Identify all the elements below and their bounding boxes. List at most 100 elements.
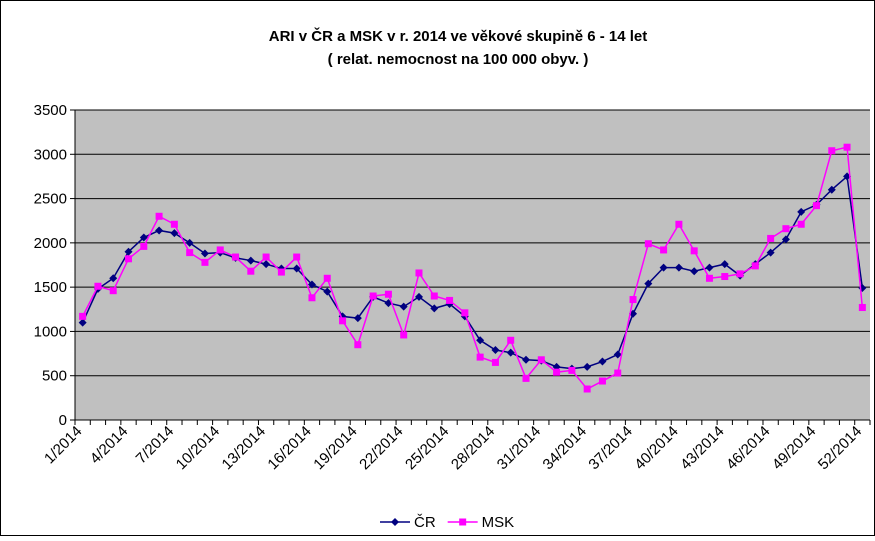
point (583, 385, 591, 393)
point (782, 225, 790, 233)
y-tick-label: 3500 (34, 102, 67, 119)
point (583, 362, 592, 371)
point (78, 318, 87, 327)
point (262, 253, 270, 261)
point (232, 253, 240, 261)
point (461, 309, 469, 317)
point (430, 304, 439, 313)
point (430, 292, 438, 300)
legend-marker (459, 518, 467, 526)
point (506, 348, 515, 357)
series-line (81, 174, 864, 370)
point (170, 220, 178, 228)
y-tick-label: 500 (42, 368, 67, 385)
point (476, 353, 484, 361)
series-line (81, 146, 864, 390)
point (293, 253, 301, 261)
chart-subtitle: ( relat. nemocnost na 100 000 obyv. ) (328, 51, 589, 68)
point (797, 220, 805, 228)
point (415, 269, 423, 277)
point (79, 312, 87, 320)
point (522, 355, 531, 364)
point (201, 258, 209, 266)
point (568, 366, 576, 374)
point (339, 317, 347, 325)
point (690, 247, 698, 255)
point (858, 304, 866, 312)
point (400, 331, 408, 339)
legend-label: MSK (482, 514, 515, 531)
point (247, 267, 255, 275)
point (323, 274, 331, 282)
point (124, 247, 133, 256)
y-tick-label: 0 (59, 412, 67, 429)
point (553, 368, 561, 376)
point (292, 264, 301, 273)
point (674, 263, 683, 272)
point (522, 374, 530, 382)
point (308, 294, 316, 302)
point (109, 274, 118, 283)
chart-title: ARI v ČR a MSK v r. 2014 ve věkové skupi… (269, 27, 648, 45)
legend-marker (391, 518, 399, 526)
point (660, 246, 668, 254)
point (139, 233, 148, 242)
point (491, 358, 499, 366)
point (307, 280, 316, 289)
legend-label: ČR (414, 514, 436, 531)
point (476, 336, 485, 345)
point (277, 268, 285, 276)
point (399, 302, 408, 311)
point (812, 202, 820, 210)
point (675, 220, 683, 228)
point (414, 292, 423, 301)
plot-area (75, 110, 870, 420)
point (659, 263, 668, 272)
point (797, 207, 806, 216)
point (109, 287, 117, 295)
point (828, 147, 836, 155)
point (94, 282, 102, 290)
point (644, 240, 652, 248)
point (843, 143, 851, 151)
point (125, 255, 133, 263)
point (140, 242, 148, 250)
point (384, 290, 392, 298)
point (598, 357, 607, 366)
y-tick-label: 2000 (34, 235, 67, 252)
point (155, 212, 163, 220)
point (369, 292, 377, 300)
point (354, 341, 362, 349)
point (446, 296, 454, 304)
point (705, 274, 713, 282)
point (705, 263, 714, 272)
point (767, 234, 775, 242)
point (781, 235, 790, 244)
point (185, 238, 194, 247)
point (216, 246, 224, 254)
point (751, 262, 759, 270)
point (246, 256, 255, 265)
point (827, 185, 836, 194)
point (323, 287, 332, 296)
y-tick-label: 2500 (34, 191, 67, 208)
point (598, 377, 606, 385)
point (736, 270, 744, 278)
point (614, 369, 622, 377)
point (537, 356, 545, 364)
point (629, 296, 637, 304)
point (721, 273, 729, 281)
point (491, 346, 500, 355)
series (79, 143, 866, 393)
point (353, 314, 362, 323)
y-tick-label: 3000 (34, 146, 67, 163)
point (170, 229, 179, 238)
point (262, 260, 271, 269)
point (766, 248, 775, 257)
point (507, 336, 515, 344)
point (720, 260, 729, 269)
point (155, 226, 164, 235)
point (613, 350, 622, 359)
y-tick-label: 1500 (34, 279, 67, 296)
